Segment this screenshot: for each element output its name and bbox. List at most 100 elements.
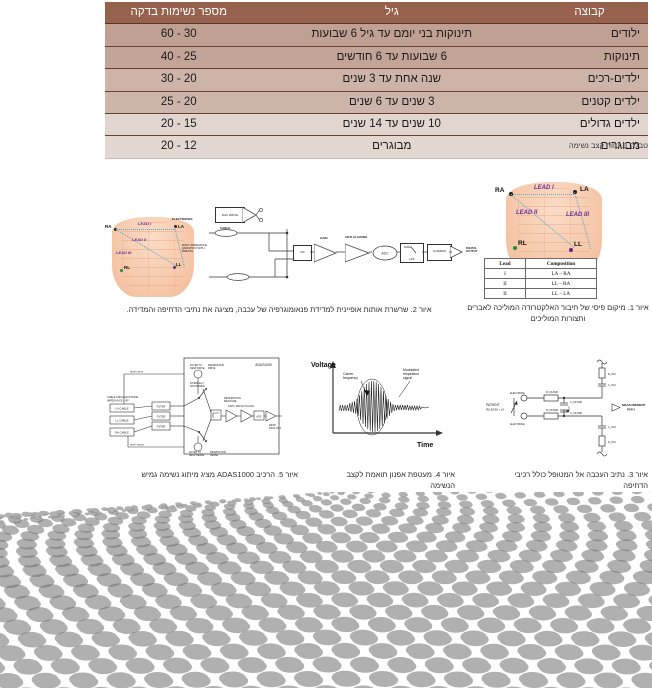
figure-4-caption: איור 4. מעטפת אפנון תואמת לקצב הנשימה bbox=[346, 470, 455, 490]
cell-age: 6 שבועות עד 6 חודשים bbox=[252, 46, 532, 70]
anti-aliasing-label: ANTI-ALIASING bbox=[345, 235, 368, 239]
torso-illustration bbox=[112, 217, 194, 297]
svg-text:RESPIRATION: RESPIRATION bbox=[208, 364, 224, 367]
cell-group: מבוגרים bbox=[531, 135, 648, 159]
figure-4-modulation-envelope: Voltage Time Carrier frequency Modulated… bbox=[305, 355, 455, 455]
ina-block: INA bbox=[293, 245, 312, 261]
svg-text:PATIENT: PATIENT bbox=[486, 403, 500, 407]
svg-text:Carrier: Carrier bbox=[343, 372, 354, 376]
lead-name: II bbox=[484, 278, 526, 289]
svg-text:ADC: ADC bbox=[381, 252, 389, 256]
column-header-group: קבוצה bbox=[531, 2, 648, 25]
svg-text:CABLE AND ELECTRODE: CABLE AND ELECTRODE bbox=[107, 395, 138, 399]
svg-text:INTERNALLY: INTERNALLY bbox=[190, 382, 204, 385]
figure-2-wiring bbox=[209, 229, 293, 281]
lead-table-body: I LA – RA II LL – RA II LL – LA bbox=[484, 268, 597, 299]
svg-text:FILTER: FILTER bbox=[157, 414, 166, 418]
svg-text:R_ISO: R_ISO bbox=[608, 372, 616, 376]
table-row: ילדים גדולים 10 שנים עד 14 שנים 15 - 20 bbox=[105, 113, 648, 137]
lead-composition-table: Lead Composition I LA – RA II LL – RA II… bbox=[484, 258, 597, 299]
table-header-row: קבוצה גיל מספר נשימות בדקה bbox=[105, 2, 648, 25]
cell-group: ילודים bbox=[531, 23, 648, 47]
svg-text:respiration: respiration bbox=[403, 372, 419, 376]
svg-text:RESP SENSE: RESP SENSE bbox=[189, 454, 205, 457]
cell-group: ילדים גדולים bbox=[531, 113, 648, 137]
respiration-rate-table: קבוצה גיל מספר נשימות בדקה ילודים תינוקו… bbox=[105, 2, 648, 159]
figure-3-caption: איור 3. נתיב העכבה אל המטופל כולל רכיבי … bbox=[514, 470, 648, 490]
svg-text:C_FILTER: C_FILTER bbox=[570, 400, 582, 404]
cell-rate: 20 - 25 bbox=[105, 91, 253, 114]
respiration-rate-table-wrapper: קבוצה גיל מספר נשימות בדקה ילודים תינוקו… bbox=[105, 2, 648, 159]
node-label-ra: RA bbox=[495, 187, 505, 194]
figure-5-schematic: ADAS1000 CABLE AND ELECTRODE IMPEDANCE +… bbox=[107, 357, 282, 457]
node-label-ll: LL bbox=[574, 241, 582, 248]
electrode-la bbox=[174, 225, 177, 228]
svg-text:DATA OUT: DATA OUT bbox=[269, 427, 282, 430]
lead-composition: LL – LA bbox=[525, 288, 597, 299]
cable-label: CABLE bbox=[220, 226, 231, 230]
svg-text:R_ISO: R_ISO bbox=[608, 440, 616, 444]
svg-text:Voltage: Voltage bbox=[311, 362, 336, 369]
dac-drive-block: DAC DRIVE bbox=[215, 207, 245, 223]
svg-text:R_FILTER: R_FILTER bbox=[546, 390, 558, 394]
table-row: ילדים קטנים 3 שנים עד 6 שנים 20 - 25 bbox=[105, 91, 648, 114]
lead-line-i bbox=[511, 194, 574, 195]
svg-text:FILTER TO: FILTER TO bbox=[190, 364, 202, 367]
electrodes-label: ELECTRODES bbox=[172, 217, 193, 221]
lpf-block: LPF bbox=[400, 243, 424, 263]
svg-text:FILTER: FILTER bbox=[157, 424, 166, 428]
electrode-rl bbox=[513, 246, 517, 250]
svg-text:RESP DRIVE: RESP DRIVE bbox=[190, 367, 205, 370]
cell-rate: 15 - 20 bbox=[105, 113, 253, 137]
figure-2-chain-wires bbox=[310, 251, 452, 253]
svg-text:MEASURE: MEASURE bbox=[224, 400, 237, 403]
svg-text:RESP SENSE: RESP SENSE bbox=[130, 445, 144, 447]
cell-age: תינוקות בני יומם עד גיל 6 שבועות bbox=[252, 23, 532, 47]
cell-age: מבוגרים bbox=[252, 135, 532, 159]
node-label-la: LA bbox=[580, 186, 589, 193]
cell-rate: 20 - 30 bbox=[105, 68, 253, 92]
svg-text:PATH: PATH bbox=[627, 408, 635, 412]
figure-5-adas1000-block-diagram: ADAS1000 CABLE AND ELECTRODE IMPEDANCE +… bbox=[104, 352, 284, 460]
cell-age: שנה אחת עד 3 שנים bbox=[252, 68, 532, 92]
svg-text:SENSE: SENSE bbox=[210, 454, 219, 457]
svg-text:C_ISO: C_ISO bbox=[608, 383, 616, 387]
svg-text:R(LEAD) + jX: R(LEAD) + jX bbox=[486, 408, 504, 412]
svg-text:RESP: RESP bbox=[269, 424, 276, 427]
gain-amp-icon bbox=[314, 243, 337, 263]
lead-table-header-row: Lead Composition bbox=[484, 258, 597, 269]
lead-table-row: II LL – LA bbox=[484, 288, 597, 299]
table-row: ילודים תינוקות בני יומם עד גיל 6 שבועות … bbox=[105, 23, 648, 47]
node-label-ll: LL bbox=[176, 262, 182, 267]
electrode-ll bbox=[173, 266, 176, 269]
lead-composition: LL – RA bbox=[525, 278, 597, 289]
svg-text:DRIVE: DRIVE bbox=[208, 367, 216, 370]
figure-1-caption: איור 1. מיקום פיסי של חיבור האלקטרודה המ… bbox=[467, 303, 649, 323]
lead-col-header-composition: Composition bbox=[525, 258, 597, 269]
body-impedance-label: BODY IMPEDANCE VARIATION WITH BREATH bbox=[182, 243, 208, 254]
svg-text:ELECTRODE: ELECTRODE bbox=[510, 423, 525, 426]
carrier-waveform bbox=[338, 380, 430, 433]
lpf-response-icon bbox=[404, 246, 417, 254]
svg-text:MEASUREMENT: MEASUREMENT bbox=[622, 403, 646, 407]
svg-text:C_ISO: C_ISO bbox=[608, 425, 616, 429]
svg-text:C_FILTER: C_FILTER bbox=[570, 411, 582, 415]
lead-name: I bbox=[484, 268, 526, 279]
lead-line-i bbox=[116, 229, 176, 230]
figure-3-schematic: PATIENT R(LEAD) + jX ELECTRODE ELECTRODE… bbox=[486, 359, 646, 457]
figure-5-caption: איור 5. הרכיב ADAS1000 מציג מיתוג נשימה … bbox=[141, 470, 299, 479]
cell-group: תינוקות bbox=[531, 46, 648, 70]
electrode-rl bbox=[120, 269, 123, 272]
output-arrow-icon bbox=[450, 245, 463, 259]
dot-field-svg bbox=[0, 492, 652, 688]
svg-text:frequency: frequency bbox=[343, 376, 358, 380]
lead-label-iii: LEAD III bbox=[566, 212, 590, 218]
cell-rate: 25 - 40 bbox=[105, 46, 253, 70]
lead-col-header-lead: Lead bbox=[484, 258, 526, 269]
cell-rate: 30 - 60 bbox=[105, 23, 253, 47]
svg-text:RESPIRATION: RESPIRATION bbox=[210, 451, 226, 454]
cell-group: ילדים קטנים bbox=[531, 91, 648, 114]
table-row: מבוגרים מבוגרים 12 - 20 bbox=[105, 135, 648, 159]
cell-rate: 12 - 20 bbox=[105, 135, 253, 159]
table-caption: טבלה 1. טווח קצב נשימה bbox=[568, 141, 648, 150]
